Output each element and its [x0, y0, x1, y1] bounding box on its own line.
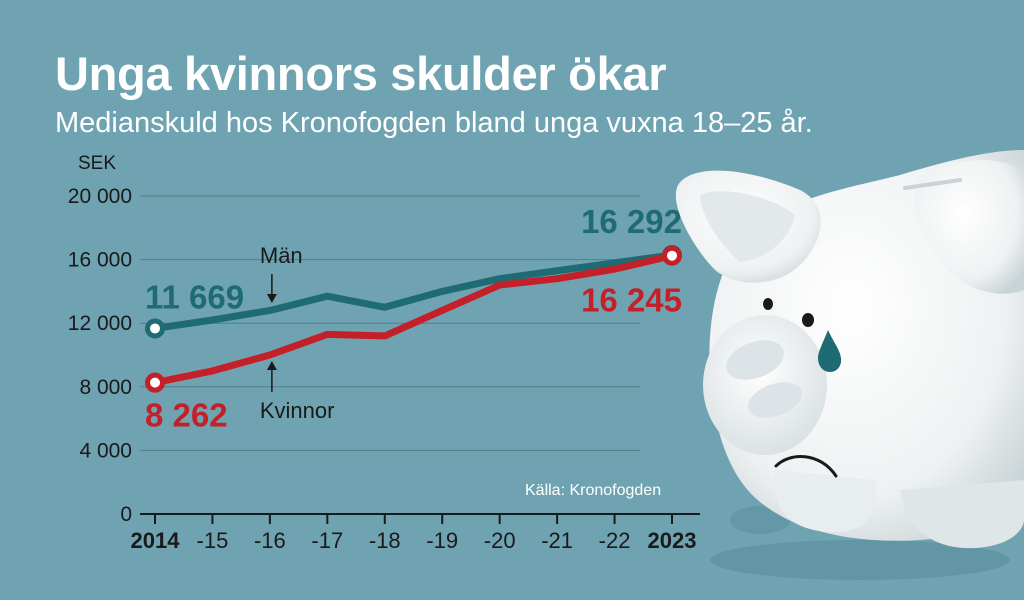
x-tick-label: -22: [599, 528, 631, 553]
grid-lines: [140, 195, 640, 451]
x-tick-label: -17: [311, 528, 343, 553]
series-line-kvinnor: [151, 252, 676, 387]
x-tick-label: 2023: [648, 528, 697, 553]
chart-subtitle: Medianskuld hos Kronofogden bland unga v…: [55, 107, 813, 139]
y-axis-unit-label: SEK: [78, 153, 117, 174]
endpoint-marker: [662, 245, 682, 266]
x-tick-label: -21: [541, 528, 573, 553]
series-name-label: Kvinnor: [260, 398, 335, 423]
y-tick-label: 8 000: [79, 376, 132, 399]
end-value-label: 16 292: [581, 203, 682, 240]
series-line-män: [151, 251, 676, 332]
x-tick-label: -18: [369, 528, 401, 553]
source-note: Källa: Kronofogden: [525, 482, 662, 499]
series-name-label: Män: [260, 243, 303, 268]
pointer-arrowhead: [266, 294, 277, 303]
x-tick-label: -15: [197, 528, 229, 553]
x-tick-label: -20: [484, 528, 516, 553]
y-tick-label: 16 000: [68, 249, 132, 272]
y-tick-label: 0: [120, 503, 132, 526]
start-value-label: 8 262: [145, 397, 228, 434]
x-tick-label: -16: [254, 528, 286, 553]
x-tick-label: 2014: [131, 528, 181, 553]
pointer-arrowhead: [266, 361, 277, 370]
chart-title: Unga kvinnors skulder ökar: [55, 47, 667, 100]
start-value-label: 11 669: [145, 278, 244, 315]
y-tick-label: 4 000: [79, 439, 132, 462]
y-tick-label: 12 000: [68, 312, 132, 335]
endpoint-marker: [145, 318, 165, 339]
end-value-label: 16 245: [581, 282, 682, 319]
series-lines: [145, 244, 682, 393]
y-tick-label: 20 000: [68, 185, 132, 208]
data-labels: 11 669 16 292 8 262 16 245 Män Kvinnor: [145, 203, 682, 434]
x-tick-label: -19: [426, 528, 458, 553]
endpoint-marker: [145, 372, 165, 393]
